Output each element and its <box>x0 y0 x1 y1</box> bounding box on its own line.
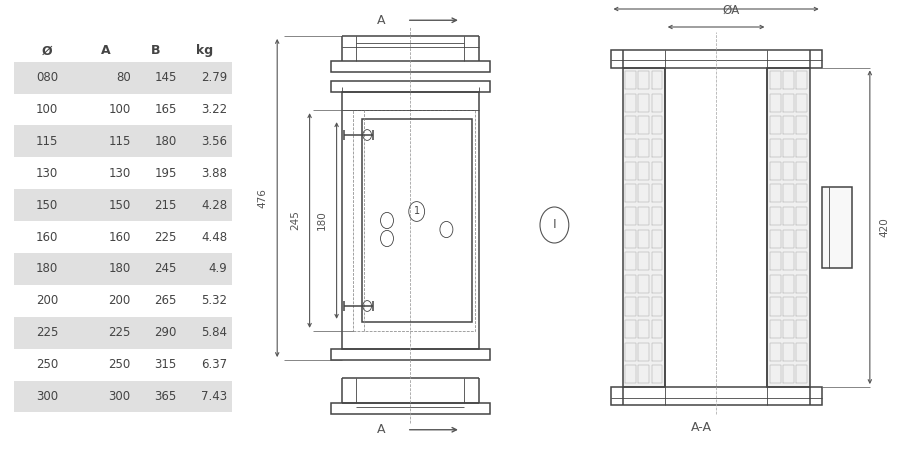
Text: kg: kg <box>195 44 212 57</box>
Text: 130: 130 <box>36 167 58 180</box>
Text: 225: 225 <box>36 326 58 339</box>
Bar <box>768 68 810 387</box>
Text: 180: 180 <box>317 211 328 230</box>
Text: 150: 150 <box>109 199 130 212</box>
Text: 315: 315 <box>155 358 176 371</box>
Polygon shape <box>822 187 851 268</box>
Text: 4.9: 4.9 <box>209 262 227 275</box>
Text: 1: 1 <box>414 207 419 216</box>
Text: A: A <box>101 44 111 57</box>
Text: 180: 180 <box>155 135 176 148</box>
Text: 265: 265 <box>154 294 176 307</box>
Text: 225: 225 <box>154 230 176 243</box>
Text: 225: 225 <box>108 326 130 339</box>
Bar <box>14 94 231 126</box>
Text: 7.43: 7.43 <box>201 390 227 403</box>
Bar <box>14 189 231 221</box>
Text: A: A <box>377 423 386 436</box>
Text: 245: 245 <box>154 262 176 275</box>
Bar <box>14 381 231 412</box>
Text: 115: 115 <box>108 135 130 148</box>
Bar <box>14 158 231 189</box>
Bar <box>14 349 231 381</box>
Text: 115: 115 <box>36 135 58 148</box>
Text: 130: 130 <box>109 167 130 180</box>
Text: 4.48: 4.48 <box>201 230 227 243</box>
Bar <box>14 126 231 158</box>
Text: 3.88: 3.88 <box>202 167 227 180</box>
Text: ØA: ØA <box>723 4 740 16</box>
Text: 100: 100 <box>109 103 130 116</box>
Bar <box>623 68 665 387</box>
Bar <box>14 253 231 285</box>
Text: 3.22: 3.22 <box>201 103 227 116</box>
Text: 215: 215 <box>154 199 176 212</box>
Bar <box>14 285 231 317</box>
Text: 3.56: 3.56 <box>201 135 227 148</box>
Text: 80: 80 <box>116 71 130 84</box>
Text: 180: 180 <box>109 262 130 275</box>
Text: 300: 300 <box>109 390 130 403</box>
Text: I: I <box>553 219 556 231</box>
Text: 476: 476 <box>257 188 268 208</box>
Text: 5.32: 5.32 <box>201 294 227 307</box>
Text: 300: 300 <box>36 390 58 403</box>
Text: A-A: A-A <box>690 421 712 434</box>
Text: 145: 145 <box>154 71 176 84</box>
Text: B: B <box>151 44 161 57</box>
Text: 180: 180 <box>36 262 58 275</box>
Text: 250: 250 <box>109 358 130 371</box>
Text: 200: 200 <box>36 294 58 307</box>
Text: 5.84: 5.84 <box>201 326 227 339</box>
Text: 6.37: 6.37 <box>201 358 227 371</box>
Text: 165: 165 <box>154 103 176 116</box>
Text: 4.28: 4.28 <box>201 199 227 212</box>
Bar <box>14 62 231 94</box>
Text: A: A <box>377 14 386 27</box>
Text: 160: 160 <box>36 230 58 243</box>
Text: 100: 100 <box>36 103 58 116</box>
Text: 080: 080 <box>36 71 58 84</box>
Text: 150: 150 <box>36 199 58 212</box>
Text: 200: 200 <box>109 294 130 307</box>
Text: 365: 365 <box>155 390 176 403</box>
Text: 195: 195 <box>154 167 176 180</box>
Text: 2.79: 2.79 <box>201 71 227 84</box>
Text: Ø: Ø <box>41 44 52 57</box>
Text: 160: 160 <box>108 230 130 243</box>
Text: 245: 245 <box>290 211 301 230</box>
Text: 290: 290 <box>154 326 176 339</box>
Text: 420: 420 <box>880 217 890 237</box>
Text: 250: 250 <box>36 358 58 371</box>
Bar <box>14 317 231 349</box>
Bar <box>14 221 231 253</box>
